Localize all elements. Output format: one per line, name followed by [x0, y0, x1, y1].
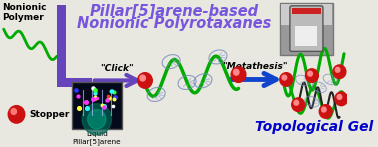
Circle shape	[305, 69, 318, 82]
Circle shape	[308, 71, 312, 76]
Text: Stopper: Stopper	[29, 110, 70, 119]
Circle shape	[319, 105, 332, 118]
FancyBboxPatch shape	[295, 26, 318, 46]
FancyBboxPatch shape	[292, 8, 321, 14]
Circle shape	[11, 109, 17, 114]
FancyBboxPatch shape	[57, 78, 92, 87]
Circle shape	[335, 92, 348, 106]
Circle shape	[335, 67, 340, 72]
Circle shape	[337, 95, 342, 99]
Circle shape	[280, 73, 293, 86]
Circle shape	[292, 98, 305, 111]
Circle shape	[234, 69, 239, 75]
Text: Liquid
Pillar[5]arene: Liquid Pillar[5]arene	[73, 131, 121, 145]
Circle shape	[294, 100, 299, 105]
Circle shape	[8, 106, 25, 123]
FancyBboxPatch shape	[280, 3, 333, 55]
Circle shape	[231, 67, 246, 82]
Text: Nonionic Polyrotaxanes: Nonionic Polyrotaxanes	[77, 16, 271, 31]
Circle shape	[82, 104, 112, 135]
Circle shape	[88, 110, 106, 129]
Circle shape	[140, 75, 146, 81]
Text: "Click": "Click"	[101, 64, 134, 73]
Circle shape	[138, 73, 152, 88]
Text: Topological Gel: Topological Gel	[255, 120, 373, 134]
Circle shape	[322, 107, 326, 112]
FancyBboxPatch shape	[71, 82, 122, 129]
Text: Pillar[5]arene-based: Pillar[5]arene-based	[90, 4, 259, 19]
Circle shape	[282, 75, 287, 80]
Text: "Metathesis": "Metathesis"	[222, 62, 288, 71]
Text: Nonionic
Polymer: Nonionic Polymer	[2, 3, 46, 22]
FancyBboxPatch shape	[281, 4, 332, 25]
FancyBboxPatch shape	[57, 5, 66, 87]
Circle shape	[333, 65, 346, 78]
FancyBboxPatch shape	[290, 6, 323, 51]
